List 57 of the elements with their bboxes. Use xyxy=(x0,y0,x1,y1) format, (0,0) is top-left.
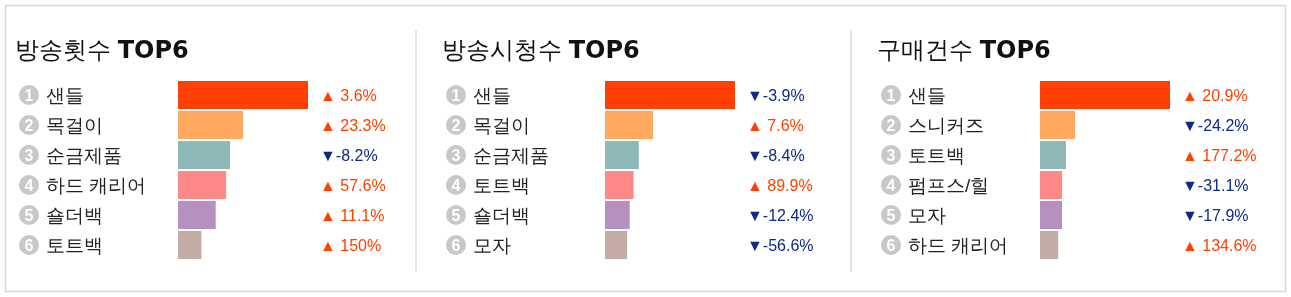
chart-title: 구매건수 TOP6 xyxy=(877,36,1051,64)
y-tick-label: 순금제품 xyxy=(473,145,549,166)
text: ▲ 89.9% xyxy=(747,177,813,194)
text: ▼-24.2% xyxy=(1182,117,1249,134)
bar xyxy=(605,141,639,169)
y-tick-label: 하드 캐리어 xyxy=(908,235,1009,256)
bar xyxy=(178,141,230,169)
y-tick-label: 샌들 xyxy=(908,85,946,106)
bar xyxy=(1040,111,1076,139)
text: ▲ 3.6% xyxy=(320,87,377,104)
bar xyxy=(178,171,227,199)
y-tick-label: 스니커즈 xyxy=(908,115,984,136)
text: ▼-56.6% xyxy=(747,237,814,254)
y-tick-label: 하드 캐리어 xyxy=(46,175,147,196)
y-tick-label: 토트백 xyxy=(473,175,530,196)
text: ▼-8.4% xyxy=(747,147,805,164)
text: ▼-8.2% xyxy=(320,147,378,164)
text: ▲ 23.3% xyxy=(320,117,386,134)
y-tick-label: 샌들 xyxy=(46,85,84,106)
bar xyxy=(1040,201,1063,229)
chart-title: 방송횟수 TOP6 xyxy=(15,36,189,64)
text: ▲ 20.9% xyxy=(1182,87,1248,104)
y-tick-label: 목걸이 xyxy=(473,115,530,136)
text: ▲ 57.6% xyxy=(320,177,386,194)
bar xyxy=(178,81,308,109)
bar xyxy=(605,111,654,139)
bar xyxy=(605,201,630,229)
bar xyxy=(1040,171,1063,199)
text: ▼-12.4% xyxy=(747,207,814,224)
text: ▼-17.9% xyxy=(1182,207,1249,224)
text: ▲ 150% xyxy=(320,237,382,254)
text: ▲ 11.1% xyxy=(320,207,385,224)
text: ▲ 7.6% xyxy=(747,117,804,134)
y-tick-label: 숄더백 xyxy=(473,205,530,226)
bar xyxy=(605,171,634,199)
y-tick-label: 순금제품 xyxy=(46,145,122,166)
bar xyxy=(178,111,243,139)
y-tick-label: 샌들 xyxy=(473,85,511,106)
y-tick-label: 모자 xyxy=(473,235,511,256)
text: ▼-3.9% xyxy=(747,87,805,104)
bar xyxy=(178,231,202,259)
y-tick-label: 토트백 xyxy=(908,145,965,166)
bar xyxy=(178,201,216,229)
chart-title: 방송시청수 TOP6 xyxy=(442,36,640,64)
y-tick-label: 모자 xyxy=(908,205,946,226)
bar xyxy=(605,231,628,259)
bar xyxy=(605,81,735,109)
text: ▼-31.1% xyxy=(1182,177,1249,194)
bar xyxy=(1040,81,1170,109)
bar xyxy=(1040,141,1066,169)
text: ▲ 134.6% xyxy=(1182,237,1257,254)
bar xyxy=(1040,231,1059,259)
y-tick-label: 숄더백 xyxy=(46,205,103,226)
y-tick-label: 토트백 xyxy=(46,235,103,256)
y-tick-label: 목걸이 xyxy=(46,115,103,136)
text: ▲ 177.2% xyxy=(1182,147,1257,164)
y-tick-label: 펌프스/힐 xyxy=(908,175,990,196)
